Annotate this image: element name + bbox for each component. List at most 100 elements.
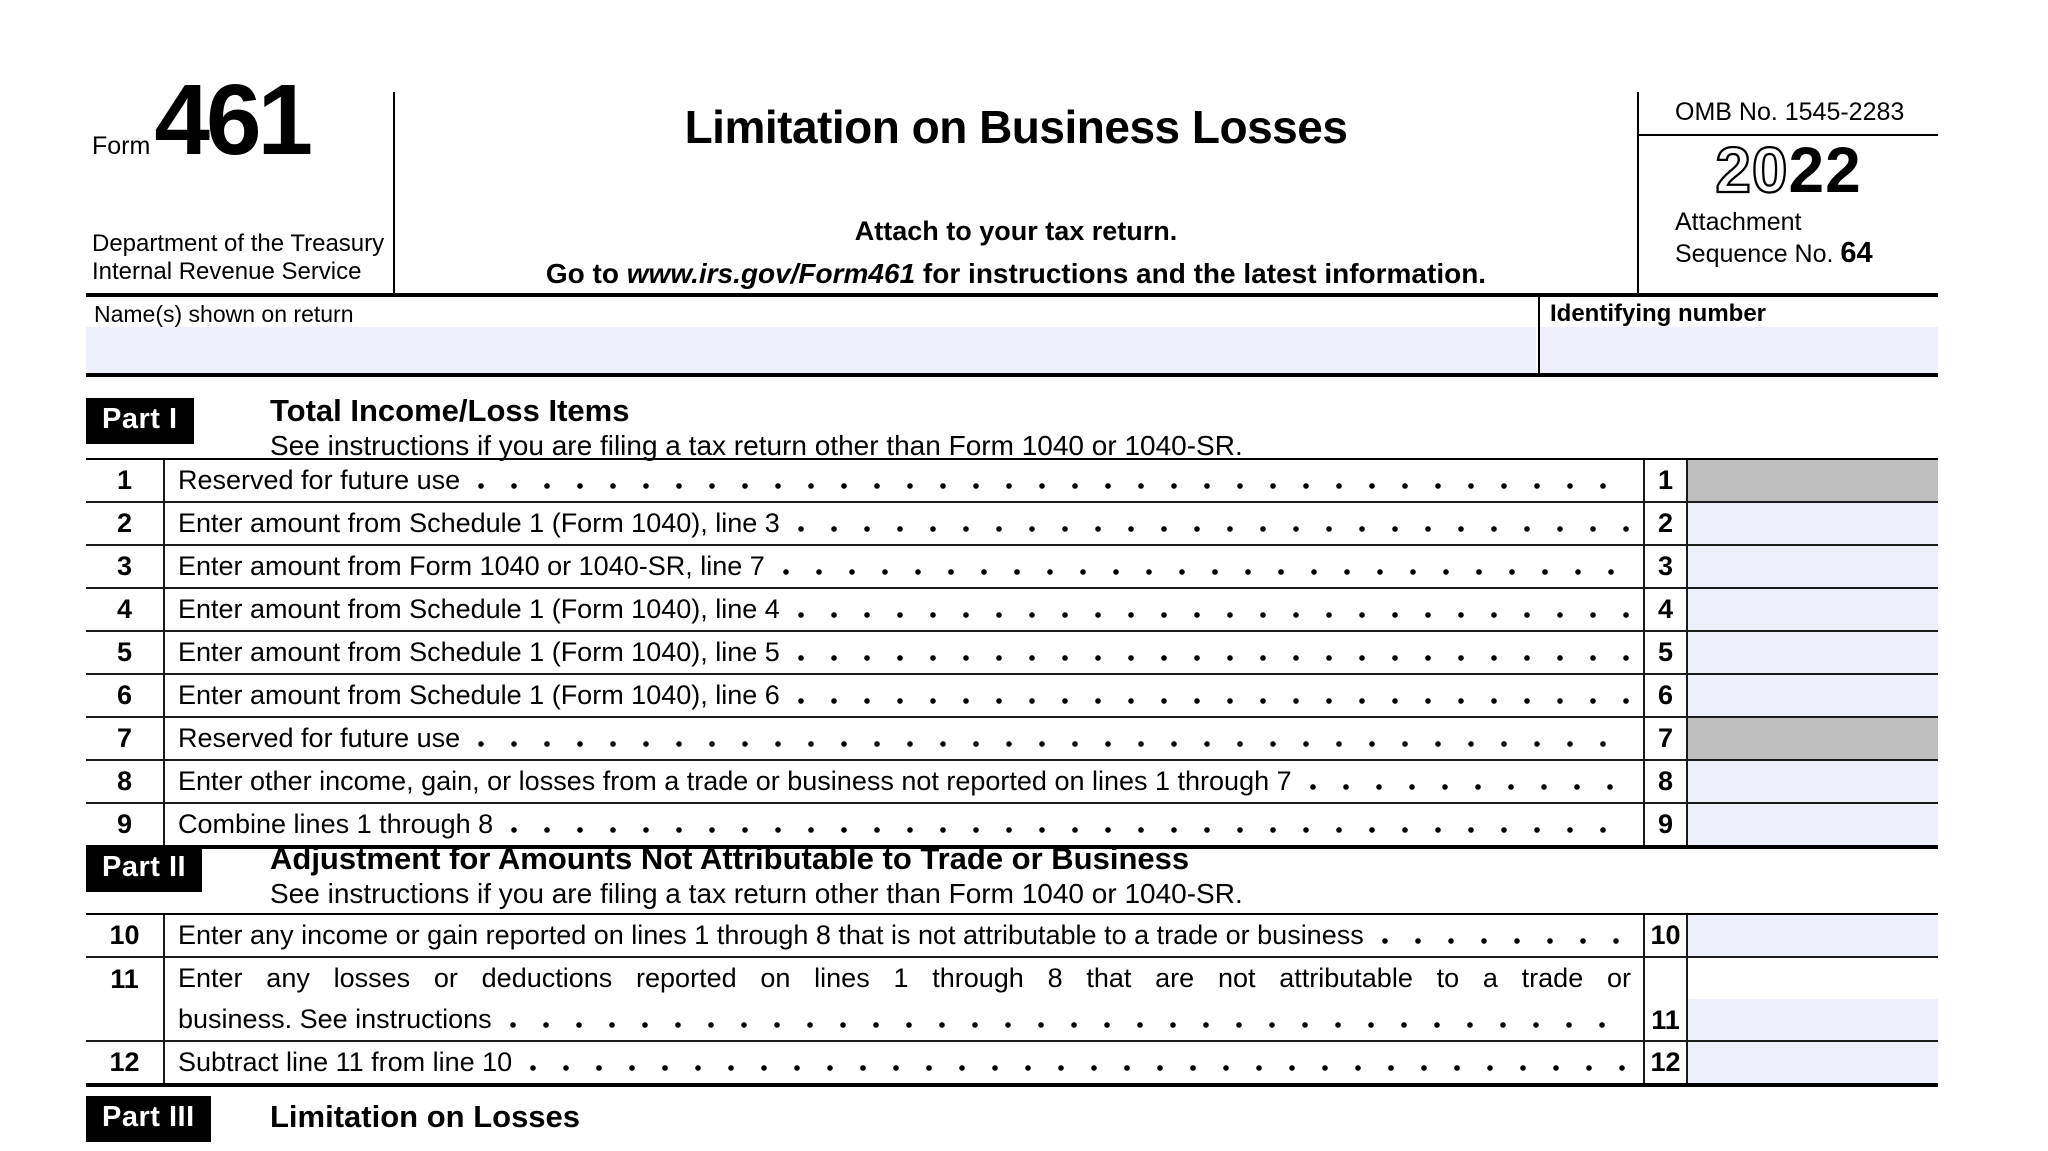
- line-number-right: 8: [1645, 761, 1688, 802]
- line-number-right: 9: [1645, 804, 1688, 845]
- dot-leader: [779, 632, 1629, 673]
- row-description: Enter other income, gain, or losses from…: [165, 761, 1645, 802]
- part3-title: Limitation on Losses: [270, 1099, 581, 1134]
- line-number-right: 12: [1645, 1042, 1688, 1083]
- amount-input-line-6[interactable]: [1688, 675, 1938, 716]
- amount-input-line-4[interactable]: [1688, 589, 1938, 630]
- part3-badge: Part III: [86, 1096, 211, 1142]
- form-number: 461: [154, 64, 313, 176]
- taxpayer-row-bottom-rule: [86, 373, 1938, 377]
- part1-heading: Part I Total Income/Loss Items See instr…: [86, 393, 1938, 462]
- agency-line-1: Department of the Treasury: [92, 230, 385, 257]
- dot-leader: [491, 999, 1629, 1040]
- attachment-line-2: Sequence No. 64: [1675, 237, 1873, 269]
- line-number-right: 2: [1645, 503, 1688, 544]
- amount-cell-line-11: [1688, 958, 1938, 1040]
- part3-heading: Part III Limitation on Losses: [86, 1092, 1938, 1142]
- amount-input-line-2[interactable]: [1688, 503, 1938, 544]
- line-number-left: 6: [86, 675, 165, 716]
- line-number-right: 1: [1645, 460, 1688, 501]
- row-description: Enter amount from Schedule 1 (Form 1040)…: [165, 675, 1645, 716]
- reserved-amount-cell-line-1: [1688, 460, 1938, 501]
- name-label: Name(s) shown on return: [94, 301, 354, 327]
- agency-block: Department of the Treasury Internal Reve…: [92, 230, 384, 287]
- sequence-number: 64: [1840, 237, 1873, 269]
- table-row-line-3: 3 Enter amount from Form 1040 or 1040-SR,…: [86, 546, 1938, 589]
- line-number-right: 7: [1645, 718, 1688, 759]
- identifying-number-input[interactable]: [1540, 327, 1938, 373]
- dot-leader: [1291, 761, 1629, 802]
- attachment-sequence: Attachment Sequence No. 64: [1639, 208, 1938, 271]
- line-number-left: 5: [86, 632, 165, 673]
- dot-leader: [493, 804, 1629, 845]
- line-number-left: 10: [86, 915, 165, 956]
- omb-number: OMB No. 1545-2283: [1675, 98, 1905, 126]
- line-number-right: 5: [1645, 632, 1688, 673]
- part2-subtitle: See instructions if you are filing a tax…: [270, 877, 1243, 909]
- header-bottom-rule: [86, 293, 1938, 297]
- dot-leader: [779, 589, 1629, 630]
- table-row-line-2: 2 Enter amount from Schedule 1 (Form 1040…: [86, 503, 1938, 546]
- line-number-right: 10: [1645, 915, 1688, 956]
- amount-input-line-9[interactable]: [1688, 804, 1938, 845]
- dot-leader: [460, 718, 1629, 759]
- part2-badge: Part II: [86, 846, 203, 892]
- taxpayer-row-divider: [1538, 297, 1540, 373]
- row-description: Enter amount from Schedule 1 (Form 1040)…: [165, 589, 1645, 630]
- row-description: Enter any losses or deductions reported …: [165, 958, 1645, 1040]
- row-description: Combine lines 1 through 8: [165, 804, 1645, 845]
- table-row-line-5: 5 Enter amount from Schedule 1 (Form 1040…: [86, 632, 1938, 675]
- amount-input-line-12[interactable]: [1688, 1042, 1938, 1083]
- part1-subtitle: See instructions if you are filing a tax…: [270, 429, 1243, 461]
- dot-leader: [764, 546, 1629, 587]
- table-row-line-10: 10 Enter any income or gain reported on l…: [86, 915, 1938, 958]
- goto-prefix: Go to: [545, 258, 627, 289]
- tax-year: 2022: [1639, 137, 1938, 203]
- line-number-right: 11: [1645, 958, 1688, 1040]
- table-row-line-1: 1 Reserved for future use 1: [86, 460, 1938, 503]
- line-number-right: 4: [1645, 589, 1688, 630]
- amount-input-line-10[interactable]: [1688, 915, 1938, 956]
- row-description: Subtract line 11 from line 10: [165, 1042, 1645, 1083]
- omb-block: OMB No. 1545-2283 2022 Attachment Sequen…: [1639, 92, 1938, 295]
- table-row-line-8: 8 Enter other income, gain, or losses fro…: [86, 761, 1938, 804]
- part1-title: Total Income/Loss Items: [270, 393, 630, 428]
- table-row-line-6: 6 Enter amount from Schedule 1 (Form 1040…: [86, 675, 1938, 718]
- identifying-number-label: Identifying number: [1550, 300, 1766, 327]
- agency-line-2: Internal Revenue Service: [92, 258, 362, 286]
- amount-input-line-3[interactable]: [1688, 546, 1938, 587]
- goto-suffix: for instructions and the latest informat…: [915, 258, 1487, 289]
- part1-table: 1 Reserved for future use 1 2 Enter amount f…: [86, 458, 1938, 849]
- row-description: Enter amount from Schedule 1 (Form 1040)…: [165, 503, 1645, 544]
- tax-year-solid: 22: [1788, 134, 1862, 206]
- dot-leader: [779, 503, 1629, 544]
- line-number-left: 8: [86, 761, 165, 802]
- reserved-amount-cell-line-7: [1688, 718, 1938, 759]
- form-number-block: Form 461 Department of the Treasury Inte…: [86, 64, 386, 285]
- row-description: Enter amount from Form 1040 or 1040-SR, …: [165, 546, 1645, 587]
- header-divider-right: [1637, 92, 1639, 295]
- part2-title: Adjustment for Amounts Not Attributable …: [270, 841, 1190, 876]
- line-number-left: 12: [86, 1042, 165, 1083]
- table-row-line-4: 4 Enter amount from Schedule 1 (Form 1040…: [86, 589, 1938, 632]
- tax-year-outline: 20: [1714, 134, 1789, 206]
- part2-table: 10 Enter any income or gain reported on l…: [86, 913, 1938, 1087]
- amount-input-line-8[interactable]: [1688, 761, 1938, 802]
- form-title: Limitation on Business Losses: [684, 101, 1348, 153]
- table-row-line-11: 11 Enter any losses or deductions reporte…: [86, 958, 1938, 1042]
- dot-leader: [460, 460, 1629, 501]
- goto-instruction: Go to www.irs.gov/Form461 for instructio…: [395, 258, 1637, 290]
- amount-input-line-11[interactable]: [1688, 999, 1938, 1040]
- line-number-right: 6: [1645, 675, 1688, 716]
- line-number-left: 4: [86, 589, 165, 630]
- name-input[interactable]: [86, 327, 1536, 373]
- line-number-left: 7: [86, 718, 165, 759]
- part1-badge: Part I: [86, 398, 194, 444]
- row-description: Reserved for future use: [165, 718, 1645, 759]
- amount-input-line-5[interactable]: [1688, 632, 1938, 673]
- dot-leader: [779, 675, 1629, 716]
- taxpayer-row: Name(s) shown on return Identifying numb…: [86, 297, 1938, 377]
- omb-rule: [1639, 134, 1938, 136]
